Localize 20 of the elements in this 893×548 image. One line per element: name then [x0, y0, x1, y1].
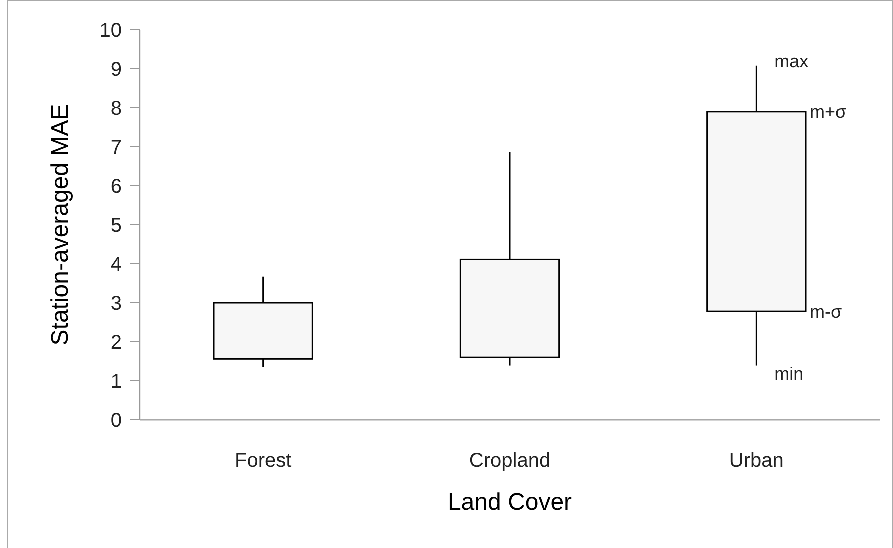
y-tick-label: 10	[100, 20, 122, 42]
y-axis-title: Station-averaged MAE	[47, 104, 74, 346]
y-tick-label: 9	[110, 59, 122, 81]
x-axis-title: Land Cover	[448, 489, 572, 516]
y-tick-label: 0	[110, 410, 122, 432]
y-tick-label: 8	[110, 98, 122, 120]
y-tick-label: 6	[110, 176, 122, 198]
y-tick-label: 2	[110, 332, 122, 354]
y-tick-label: 4	[110, 254, 122, 276]
x-tick-label: Forest	[234, 450, 292, 472]
x-tick-label: Cropland	[469, 450, 551, 472]
annotation: min	[774, 364, 804, 384]
annotation: m-σ	[810, 302, 842, 322]
y-tick-label: 7	[110, 137, 122, 159]
x-tick-label: Urban	[729, 450, 784, 472]
y-tick-label: 5	[110, 215, 122, 237]
annotation: m+σ	[810, 102, 847, 122]
y-tick-label: 1	[110, 371, 122, 393]
y-tick-label: 3	[110, 293, 122, 315]
annotation: max	[774, 52, 809, 72]
